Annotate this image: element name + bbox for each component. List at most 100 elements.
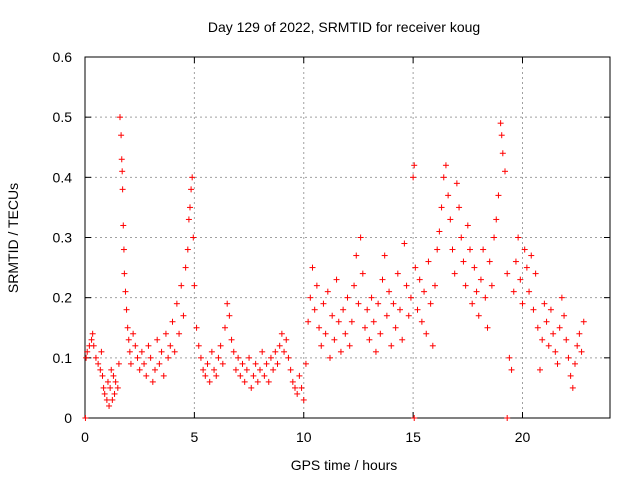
data-point bbox=[412, 264, 419, 271]
data-point bbox=[333, 276, 340, 283]
data-point bbox=[98, 348, 105, 355]
chart-title: Day 129 of 2022, SRMTID for receiver kou… bbox=[208, 19, 480, 35]
data-point bbox=[89, 330, 96, 337]
data-point bbox=[523, 264, 530, 271]
data-point bbox=[265, 378, 272, 385]
data-point bbox=[169, 318, 176, 325]
data-point bbox=[392, 324, 399, 331]
data-point bbox=[270, 366, 277, 373]
data-point bbox=[101, 390, 108, 397]
data-point bbox=[383, 312, 390, 319]
data-point bbox=[563, 336, 570, 343]
data-point bbox=[512, 258, 519, 265]
data-point bbox=[556, 324, 563, 331]
data-point bbox=[552, 348, 559, 355]
data-point bbox=[152, 366, 158, 373]
data-point bbox=[405, 312, 412, 319]
y-axis: 0 0.1 0.2 0.3 0.4 0.5 0.6 bbox=[53, 49, 610, 426]
data-point bbox=[95, 360, 102, 367]
data-point bbox=[510, 288, 517, 295]
data-point bbox=[289, 378, 296, 385]
x-axis: 0 5 10 15 20 bbox=[81, 57, 530, 445]
data-point bbox=[453, 180, 460, 187]
data-point bbox=[504, 270, 511, 277]
data-point bbox=[257, 366, 263, 373]
data-point bbox=[449, 246, 456, 253]
data-point bbox=[294, 390, 301, 397]
data-point bbox=[296, 372, 303, 379]
data-point bbox=[173, 300, 180, 307]
data-point bbox=[445, 192, 452, 199]
data-point bbox=[351, 282, 358, 289]
data-point bbox=[204, 360, 211, 367]
data-point bbox=[438, 204, 445, 211]
data-point bbox=[136, 366, 143, 373]
data-point bbox=[427, 300, 434, 307]
data-point bbox=[103, 396, 110, 403]
data-point bbox=[447, 216, 454, 223]
data-point bbox=[185, 216, 192, 223]
data-point bbox=[92, 354, 99, 361]
data-point bbox=[401, 240, 408, 247]
y-tick-label: 0.5 bbox=[53, 109, 73, 125]
data-point bbox=[521, 246, 528, 253]
data-point bbox=[162, 330, 169, 337]
data-point bbox=[388, 342, 395, 349]
data-point bbox=[156, 360, 163, 367]
data-point bbox=[329, 312, 336, 319]
data-point bbox=[467, 246, 473, 253]
data-point bbox=[340, 306, 347, 313]
data-point bbox=[118, 156, 125, 163]
data-point bbox=[460, 258, 467, 265]
data-point bbox=[572, 360, 578, 367]
data-point bbox=[574, 342, 581, 349]
data-point bbox=[197, 354, 204, 361]
data-point bbox=[318, 342, 325, 349]
data-point bbox=[508, 366, 515, 373]
data-point bbox=[250, 372, 257, 379]
data-point bbox=[355, 300, 362, 307]
x-tick-label: 10 bbox=[296, 429, 312, 445]
x-tick-label: 0 bbox=[81, 429, 89, 445]
data-point bbox=[394, 270, 401, 277]
data-point bbox=[281, 348, 288, 355]
data-point bbox=[118, 132, 125, 139]
data-point bbox=[364, 306, 371, 313]
data-point bbox=[517, 276, 524, 283]
data-point bbox=[182, 264, 189, 271]
data-point bbox=[545, 342, 552, 349]
data-point bbox=[377, 330, 384, 337]
data-point bbox=[357, 234, 364, 241]
data-point bbox=[353, 252, 360, 259]
data-point bbox=[232, 366, 239, 373]
y-tick-label: 0 bbox=[64, 410, 72, 426]
data-point bbox=[569, 384, 576, 391]
data-point bbox=[99, 372, 106, 379]
data-point bbox=[195, 342, 202, 349]
data-point bbox=[567, 372, 574, 379]
data-point bbox=[147, 354, 154, 361]
data-point bbox=[134, 354, 141, 361]
data-point bbox=[292, 384, 298, 391]
data-point bbox=[171, 348, 178, 355]
data-point bbox=[125, 336, 132, 343]
data-point bbox=[121, 270, 128, 277]
data-point bbox=[272, 348, 279, 355]
data-point bbox=[456, 204, 463, 211]
data-point bbox=[482, 294, 489, 301]
data-point bbox=[547, 306, 554, 313]
data-point bbox=[211, 366, 218, 373]
data-point bbox=[274, 360, 281, 367]
data-point bbox=[539, 336, 546, 343]
data-point bbox=[104, 378, 111, 385]
data-point bbox=[226, 312, 233, 319]
data-point bbox=[165, 354, 172, 361]
data-point bbox=[526, 288, 533, 295]
data-point bbox=[160, 372, 167, 379]
data-point bbox=[206, 378, 213, 385]
data-point bbox=[488, 282, 495, 289]
data-point bbox=[188, 186, 195, 193]
data-point bbox=[320, 300, 327, 307]
data-point bbox=[498, 132, 505, 139]
